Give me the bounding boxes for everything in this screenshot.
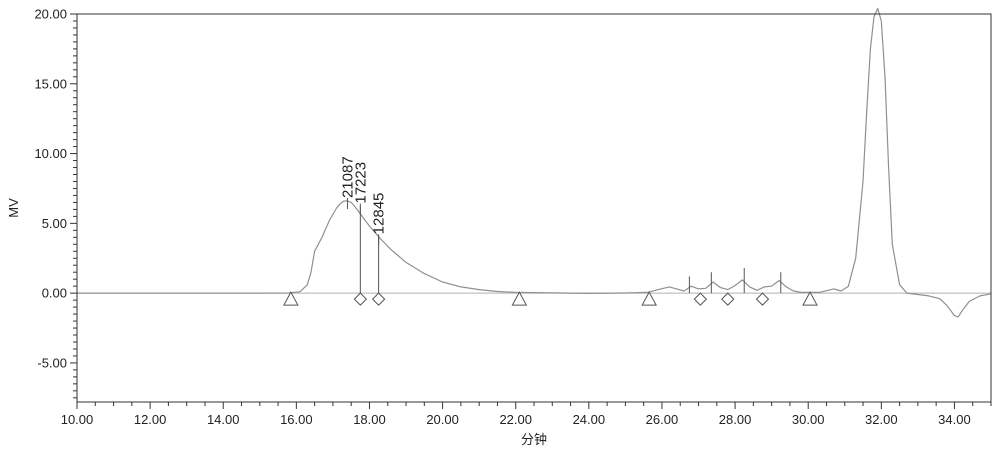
x-tick-label: 16.00 [280,412,313,427]
y-tick-label: 5.00 [42,216,67,231]
baseline-diamond-marker [722,293,734,305]
x-tick-label: 28.00 [719,412,752,427]
y-tick-label: 20.00 [34,7,67,22]
x-tick-label: 34.00 [938,412,971,427]
baseline-diamond-marker [757,293,769,305]
x-axis-title: 分钟 [521,432,547,447]
x-tick-label: 22.00 [499,412,532,427]
chromatogram-trace [77,8,991,317]
x-tick-label: 10.00 [61,412,94,427]
x-tick-label: 26.00 [646,412,679,427]
x-tick-label: 30.00 [792,412,825,427]
baseline-diamond-marker [694,293,706,305]
baseline-triangle-marker [512,292,526,305]
baseline-triangle-marker [803,292,817,305]
y-tick-label: 15.00 [34,76,67,91]
trace-group [77,8,991,317]
x-tick-label: 14.00 [207,412,240,427]
y-tick-label: -5.00 [37,355,67,370]
peak-label: 12845 [371,193,388,235]
marker-group [284,207,817,306]
baseline-diamond-marker [354,293,366,305]
baseline-triangle-marker [284,292,298,305]
x-tick-label: 12.00 [134,412,167,427]
y-tick-label: 10.00 [34,146,67,161]
x-tick-label: 20.00 [426,412,459,427]
x-tick-label: 18.00 [353,412,386,427]
peak-label: 17223 [352,162,369,204]
x-tick-label: 24.00 [573,412,606,427]
y-axis-title: MV [6,198,21,218]
y-tick-label: 0.00 [42,286,67,301]
baseline-triangle-marker [642,292,656,305]
plot-frame [77,14,991,402]
tick-group: 10.00 12.00 14.00 16.00 18.00 20.00 22.00 24.00… [34,7,991,428]
baseline-diamond-marker [373,293,385,305]
x-tick-label: 32.00 [865,412,898,427]
